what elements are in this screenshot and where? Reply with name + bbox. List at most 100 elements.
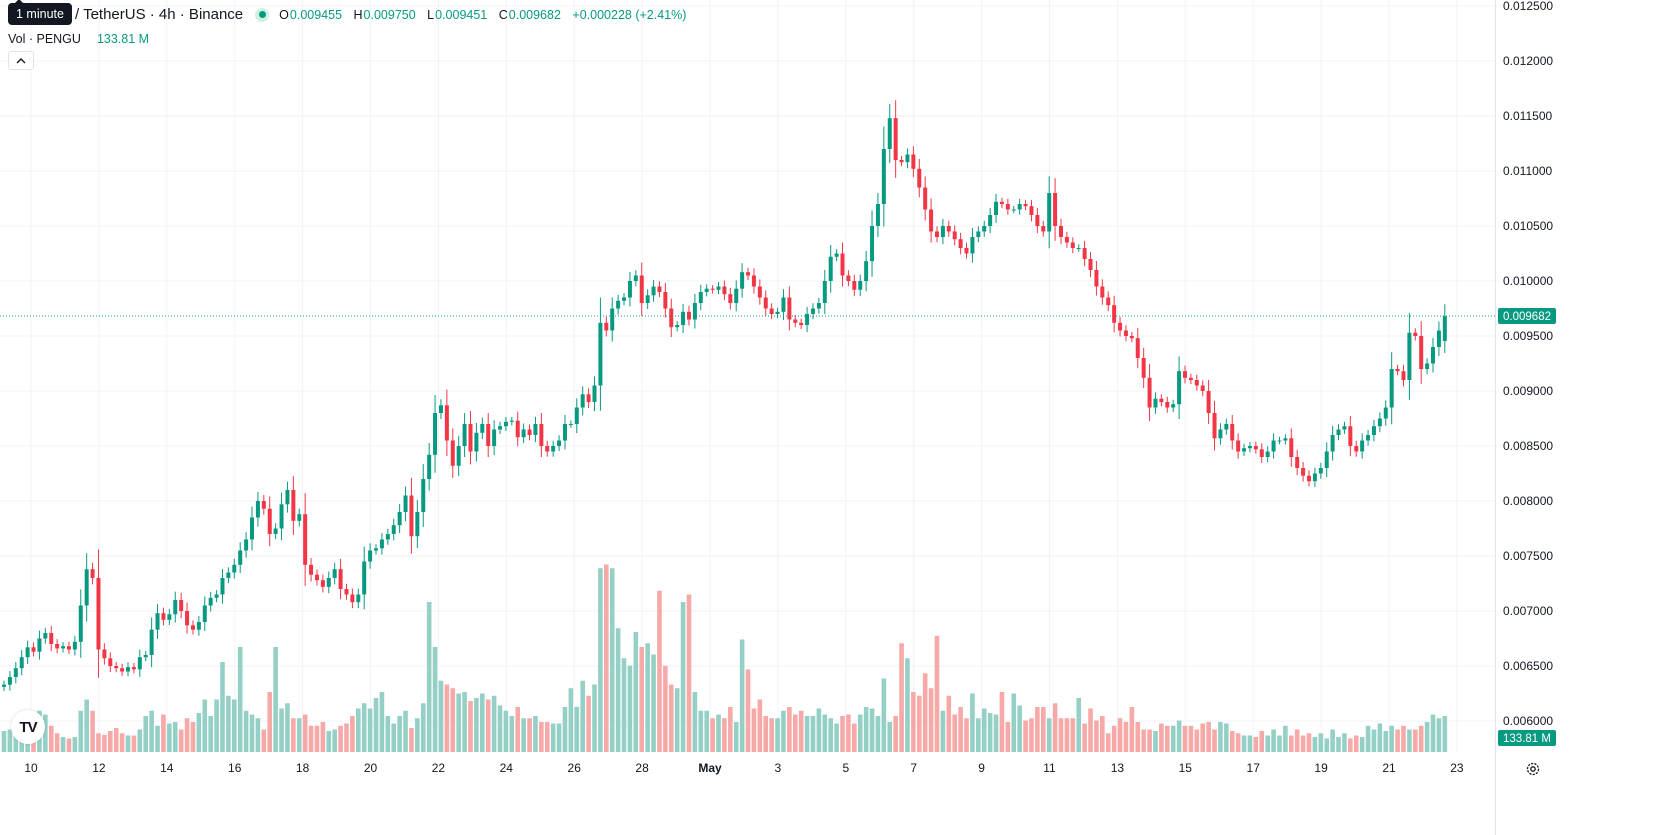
time-tick-label: 16 (228, 761, 242, 775)
candle-body (675, 325, 680, 328)
high-value: 0.009750 (363, 7, 416, 22)
collapse-legend-button[interactable] (8, 51, 34, 70)
volume-bar (308, 725, 314, 752)
candle-body (657, 286, 662, 292)
chevron-up-icon (16, 57, 26, 63)
time-axis[interactable]: 10 12 14 16 18 20 22 24 26 28 May 3 5 7 9 11 13 15 17 19 21 2… (24, 761, 1464, 775)
open-label: O (279, 7, 289, 22)
settings-button[interactable] (1523, 759, 1543, 779)
candle-body (368, 550, 373, 562)
volume-bar (403, 710, 408, 752)
volume-bar (237, 647, 243, 752)
candle-body (805, 314, 810, 325)
candle-body (787, 297, 792, 320)
candle-body (155, 613, 160, 630)
candle-body (344, 589, 349, 595)
candle-body (994, 201, 999, 215)
candle-body (1354, 446, 1359, 452)
candle-body (515, 420, 520, 438)
candle-body (1436, 330, 1441, 347)
candle-body (131, 667, 136, 670)
volume-label[interactable]: Vol · PENGU (8, 32, 81, 46)
candle-body (704, 288, 709, 292)
candle-body (1242, 448, 1247, 452)
candle-body (976, 231, 981, 237)
volume-bar (928, 688, 934, 752)
volume-bar (550, 723, 556, 752)
candle-body (734, 288, 739, 303)
candle-body (1312, 473, 1317, 482)
volume-bar (480, 693, 485, 752)
volume-bar (291, 718, 296, 752)
candle-body (645, 295, 650, 303)
candle-body (303, 514, 308, 565)
candle-body (1348, 426, 1353, 446)
candle-body (1194, 380, 1199, 386)
volume-bar (279, 708, 284, 752)
volume-bar (958, 707, 963, 752)
volume-bar (1182, 725, 1188, 752)
candle-body (816, 303, 821, 309)
volume-bar (1342, 733, 1347, 752)
volume-bar (668, 684, 674, 752)
volume-bar (533, 716, 538, 752)
volume-bar (739, 639, 745, 752)
candle-body (314, 574, 319, 581)
candle-body (285, 490, 290, 505)
candle-body (120, 668, 125, 672)
volume-bar (1430, 714, 1436, 752)
volume-bar (367, 708, 373, 752)
candle-body (190, 625, 195, 630)
candle-body (309, 564, 314, 575)
volume-bar (621, 658, 627, 752)
candle-body (616, 300, 621, 309)
price-tick-label: 0.011500 (1503, 109, 1552, 123)
volume-bar (615, 628, 621, 752)
candle-body (185, 611, 190, 626)
volume-bar (1046, 718, 1052, 752)
volume-bar (527, 718, 532, 752)
volume-bar (350, 716, 355, 752)
volume-bar (338, 725, 343, 752)
tradingview-logo[interactable]: TV (11, 710, 45, 744)
volume-bar (940, 710, 946, 752)
candle-body (427, 454, 432, 479)
candle-body (385, 534, 390, 540)
volume-bar (184, 718, 190, 752)
candle-body (598, 322, 603, 386)
time-tick-label: 14 (160, 761, 174, 775)
volume-bar (893, 716, 898, 752)
candle-body (562, 424, 567, 441)
candle-body (433, 413, 438, 455)
volume-bar (722, 718, 727, 752)
candle-body (580, 394, 585, 408)
candle-body (551, 446, 556, 452)
volume-bar (1407, 729, 1412, 752)
volume-bar (1188, 725, 1194, 752)
volume-bar (981, 708, 987, 752)
volume-bar (415, 718, 420, 752)
symbol-title[interactable]: U / TetherUS · 4h · Binance (60, 6, 244, 23)
candle-body (72, 641, 77, 650)
volume-bar (822, 714, 828, 752)
candle-body (462, 424, 467, 446)
candle-body (25, 647, 30, 658)
volume-bar (1265, 735, 1270, 752)
volume-bar (952, 714, 958, 752)
volume-bar (875, 716, 881, 752)
volume-bar (698, 710, 704, 752)
candle-body (828, 256, 833, 281)
volume-bar (167, 723, 172, 752)
candle-body (1129, 336, 1134, 339)
candle-body (1283, 438, 1288, 441)
candle-body (1253, 446, 1258, 450)
volume-bar (503, 710, 509, 752)
candle-body (226, 572, 231, 578)
price-axis[interactable]: 0.012500 0.012000 0.011500 0.011000 0.010500… (1503, 0, 1553, 728)
volume-bar (196, 713, 202, 752)
volume-bar (155, 725, 160, 752)
volume-bar (226, 695, 231, 752)
candle-body (108, 658, 113, 666)
volume-bar (261, 729, 267, 752)
